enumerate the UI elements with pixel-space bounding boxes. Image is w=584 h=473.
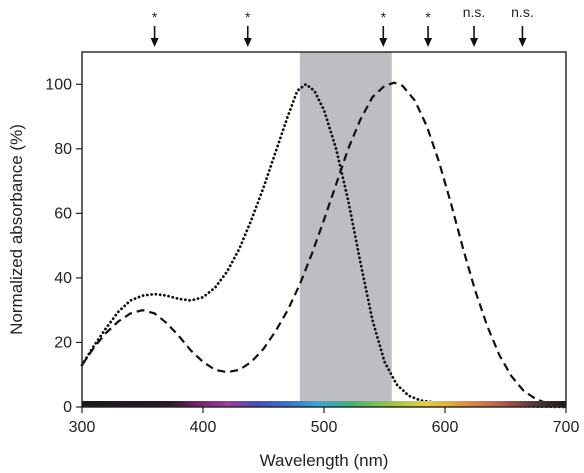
marker-arrow-head: [424, 38, 433, 47]
significance-label: *: [425, 9, 431, 25]
y-tick-label: 100: [45, 76, 72, 93]
x-tick-label: 700: [553, 419, 580, 436]
significance-label: n.s.: [511, 4, 534, 20]
x-tick-label: 300: [69, 419, 96, 436]
y-axis-label: Normalized absorbance (%): [7, 124, 26, 335]
series-layer: [80, 81, 568, 409]
significance-label: *: [245, 9, 251, 25]
series-line-dotted: [80, 82, 568, 409]
marker-arrow-head: [243, 38, 252, 47]
marker-arrow-head: [150, 38, 159, 47]
significance-label: *: [381, 9, 387, 25]
x-tick-label: 500: [311, 419, 338, 436]
marker-arrow-head: [379, 38, 388, 47]
y-tick-label: 80: [54, 141, 72, 158]
x-tick-label: 600: [432, 419, 459, 436]
y-tick-label: 0: [63, 399, 72, 416]
y-tick-label: 20: [54, 334, 72, 351]
significance-label: n.s.: [463, 4, 486, 20]
significance-label: *: [152, 9, 158, 25]
series-line-dashed: [81, 81, 567, 408]
marker-arrow-head: [470, 38, 479, 47]
marker-arrow-head: [518, 38, 527, 47]
ticks-layer: 300 400 500 600 700 0 20 40 60 80 100: [45, 76, 579, 436]
shaded-wavelength-band: [299, 52, 392, 407]
markers-layer: * * * * n.s. n.s.: [150, 4, 534, 47]
spectrum-color-bar: [82, 401, 566, 407]
y-tick-label: 60: [54, 205, 72, 222]
x-axis-label: Wavelength (nm): [260, 451, 389, 470]
y-tick-label: 40: [54, 270, 72, 287]
x-tick-label: 400: [190, 419, 217, 436]
